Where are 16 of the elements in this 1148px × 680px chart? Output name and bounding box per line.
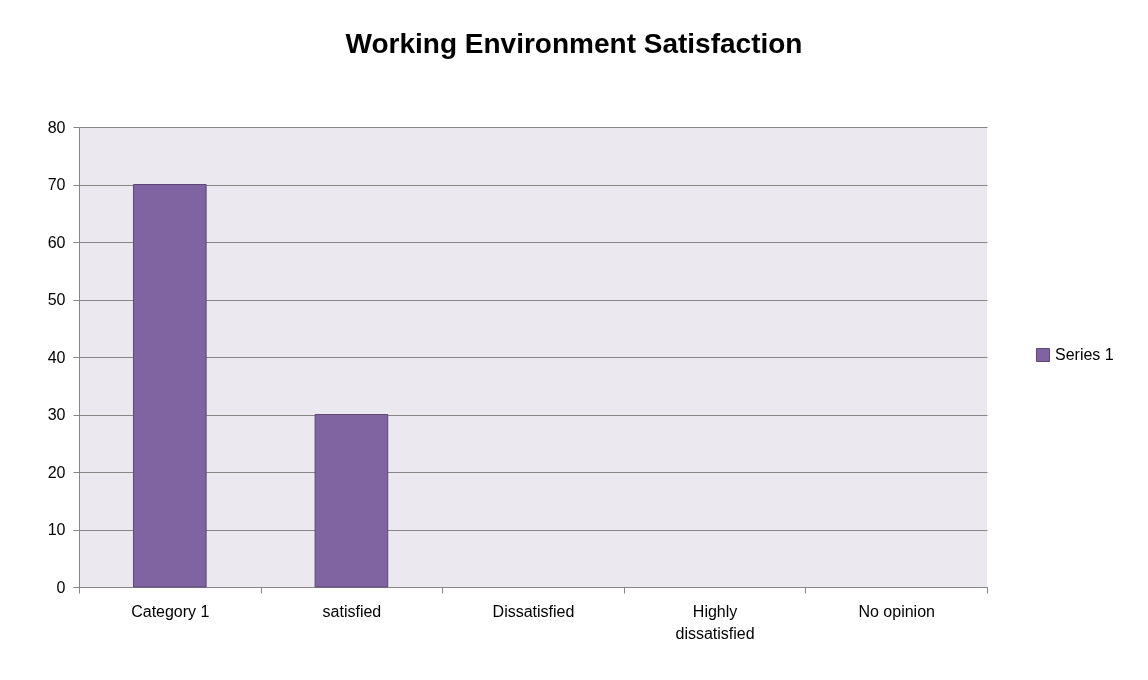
y-tick-label: 40 [47,348,66,366]
y-tick-label: 60 [47,233,66,251]
x-tick-label: Category 1 [131,602,210,620]
y-tick-label: 70 [47,176,66,193]
legend-label: Series 1 [1055,346,1114,363]
x-tick-label: satisfied [322,602,382,620]
x-tick-label: Highly dissatisfied [675,602,755,642]
y-tick-label: 10 [47,521,66,538]
chart-title: Working Environment Satisfaction [345,28,803,59]
x-tick-label: Dissatisfied [492,602,575,620]
y-tick-label: 20 [47,463,66,481]
y-tick-label: 0 [56,578,66,596]
y-tick-label: 80 [47,118,66,136]
y-tick-label: 50 [47,291,66,308]
x-tick-label: No opinion [858,602,935,620]
y-tick-label: 30 [47,406,66,423]
